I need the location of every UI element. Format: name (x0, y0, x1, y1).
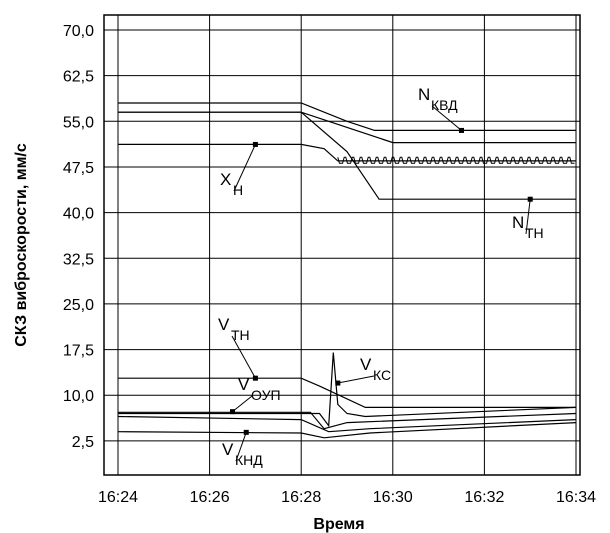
y-tick-label: 40,0 (63, 206, 94, 223)
series-label-sub: КНД (235, 452, 263, 468)
series-label-sub: Н (233, 182, 243, 198)
series-line (118, 102, 576, 131)
x-tick-label: 16:32 (464, 489, 504, 506)
series-label-sub: ОУП (251, 387, 281, 403)
y-tick-label: 47,5 (63, 160, 94, 177)
series-label-main: V (360, 355, 372, 374)
x-tick-labels: 16:24 16:26 16:28 16:30 16:32 16:34 (98, 489, 596, 506)
series-label-main: N (512, 213, 524, 232)
series-label: XН (220, 170, 243, 198)
y-axis-title: СКЗ виброскорости, мм/с (13, 143, 30, 347)
label-leader-line (233, 144, 256, 192)
series-line (118, 377, 576, 408)
y-tick-label: 2,5 (72, 434, 94, 451)
series-noise (337, 156, 575, 164)
y-tick-label: 17,5 (63, 343, 94, 360)
series-label-sub: ТН (525, 225, 544, 241)
x-tick-label: 16:30 (373, 489, 413, 506)
y-tick-label: 10,0 (63, 388, 94, 405)
x-tick-label: 16:28 (281, 489, 321, 506)
y-tick-label: 62,5 (63, 69, 94, 86)
label-leader-line (431, 105, 462, 131)
series-line (118, 111, 576, 200)
series-line (118, 411, 577, 430)
series-label: NТН (512, 213, 544, 241)
y-tick-labels: 2,5 10,0 17,5 25,0 32,5 40,0 47,5 55,0 62,5 70,0 (63, 23, 94, 451)
y-tick-label: 70,0 (63, 23, 94, 40)
series-label-main: N (418, 85, 430, 104)
x-axis-title: Время (313, 516, 364, 533)
label-leader-line (231, 335, 256, 379)
x-tick-label: 16:34 (556, 489, 596, 506)
series-label-main: V (238, 375, 250, 394)
series-line (117, 415, 577, 433)
plot-background (104, 15, 580, 475)
series-label-main: V (218, 315, 230, 334)
series-line (118, 352, 577, 428)
x-tick-label: 16:26 (190, 489, 230, 506)
series-label-sub: КВД (431, 97, 458, 113)
series-line (117, 422, 577, 439)
y-tick-label: 55,0 (63, 114, 94, 131)
label-leader-line (525, 199, 531, 235)
series-label-main: V (222, 440, 234, 459)
series-label-sub: ТН (231, 327, 250, 343)
series-label: VКС (360, 355, 391, 383)
series-group (117, 102, 577, 439)
series-label-sub: КС (373, 367, 391, 383)
series-label-main: X (220, 170, 231, 189)
y-tick-label: 32,5 (63, 251, 94, 268)
series-label: VТН (218, 315, 250, 343)
plot-frame (103, 14, 581, 476)
y-tick-label: 25,0 (63, 297, 94, 314)
label-leader-line (235, 432, 247, 462)
x-tick-label: 16:24 (98, 489, 138, 506)
label-leader-line (232, 395, 253, 413)
grid (104, 15, 580, 475)
series-line (118, 143, 576, 162)
label-leader-line (337, 375, 375, 384)
